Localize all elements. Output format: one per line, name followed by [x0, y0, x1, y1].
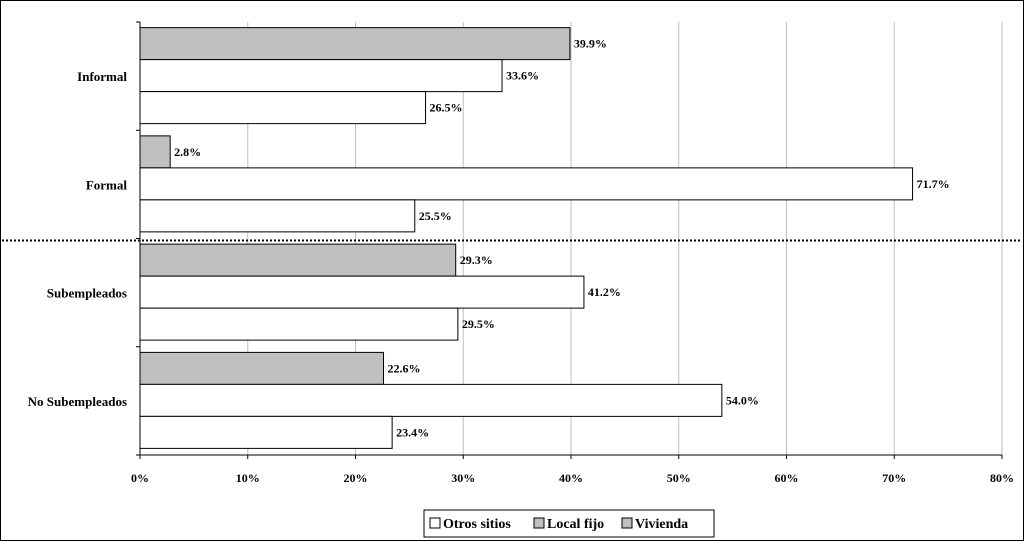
bar — [139, 351, 385, 385]
category-label: Formal — [86, 177, 128, 192]
legend-swatch — [621, 517, 633, 529]
data-label: 23.4% — [396, 425, 429, 439]
data-label: 29.5% — [462, 317, 495, 331]
bars — [139, 27, 914, 449]
legend-label: Local fijo — [547, 517, 604, 532]
x-tick-label: 60% — [775, 471, 799, 485]
bar — [139, 27, 571, 61]
category-label: Informal — [77, 69, 127, 84]
data-label: 71.7% — [917, 177, 950, 191]
bar — [139, 199, 416, 233]
x-tick-label: 50% — [667, 471, 691, 485]
legend-swatch — [429, 517, 441, 529]
data-label: 41.2% — [588, 285, 621, 299]
x-tick-label: 30% — [451, 471, 475, 485]
x-tick-label: 80% — [990, 471, 1014, 485]
x-tick-label: 0% — [131, 471, 149, 485]
legend-label: Vivienda — [635, 517, 688, 532]
labels: 0% 10% 20% 30% 40% 50% 60% 70% 80% 39.9% 33.6% 26.5… — [28, 37, 1014, 485]
x-tick-label: 10% — [236, 471, 260, 485]
bar — [139, 383, 723, 417]
data-label: 54.0% — [726, 393, 759, 407]
category-label: No Subempleados — [28, 394, 127, 409]
category-label: Subempleados — [47, 286, 127, 301]
bar — [139, 243, 457, 277]
data-label: 26.5% — [430, 101, 463, 115]
legend: Otros sitios Local fijo Vivienda — [423, 509, 715, 538]
x-tick-label: 70% — [882, 471, 906, 485]
bar — [139, 167, 914, 201]
x-tick-label: 40% — [559, 471, 583, 485]
data-label: 2.8% — [174, 145, 201, 159]
bar — [139, 59, 503, 93]
data-label: 29.3% — [460, 253, 493, 267]
legend-label: Otros sitios — [443, 517, 511, 532]
bar — [139, 91, 427, 125]
bar — [139, 135, 171, 169]
legend-box — [423, 509, 715, 538]
bar — [139, 307, 459, 341]
bar — [139, 415, 393, 449]
x-tick-label: 20% — [344, 471, 368, 485]
data-label: 39.9% — [574, 37, 607, 51]
data-label: 25.5% — [419, 209, 452, 223]
data-label: 33.6% — [506, 69, 539, 83]
data-label: 22.6% — [388, 361, 421, 375]
legend-swatch — [533, 517, 545, 529]
bar — [139, 275, 585, 309]
axes — [2, 21, 1022, 459]
